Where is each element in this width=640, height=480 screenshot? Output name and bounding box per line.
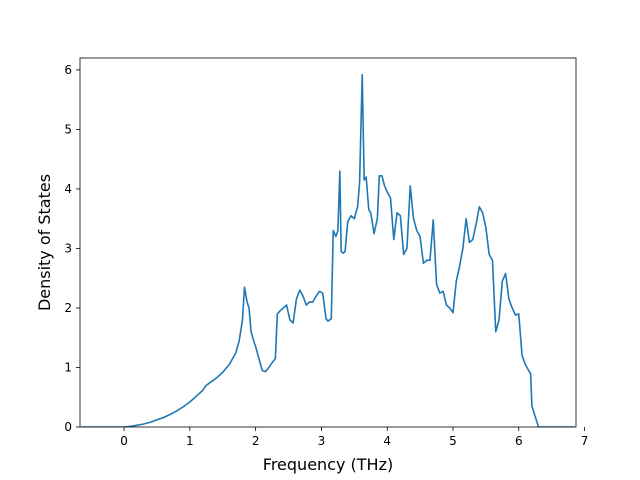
x-tick-label: 1 [186, 434, 194, 448]
x-axis: 0 1 2 3 4 5 6 7 [120, 427, 588, 448]
y-tick-label: 3 [64, 241, 72, 255]
x-axis-label: Frequency (THz) [263, 455, 393, 474]
y-tick-label: 5 [64, 122, 72, 136]
x-tick-label: 2 [252, 434, 260, 448]
y-tick-label: 4 [64, 182, 72, 196]
y-tick-label: 6 [64, 63, 72, 77]
y-axis: 0 1 2 3 4 5 6 [64, 63, 80, 434]
plot-area-frame [79, 57, 577, 428]
x-tick-label: 0 [120, 434, 128, 448]
x-tick-label: 7 [581, 434, 589, 448]
dos-series-line-0 [81, 73, 575, 427]
x-tick-label: 4 [383, 434, 391, 448]
y-tick-label: 0 [64, 420, 72, 434]
y-tick-label: 1 [64, 360, 72, 374]
x-tick-label: 5 [449, 434, 457, 448]
y-axis-label: Density of States [35, 174, 54, 311]
x-tick-label: 3 [318, 434, 326, 448]
y-tick-label: 2 [64, 301, 72, 315]
x-tick-label: 6 [515, 434, 523, 448]
